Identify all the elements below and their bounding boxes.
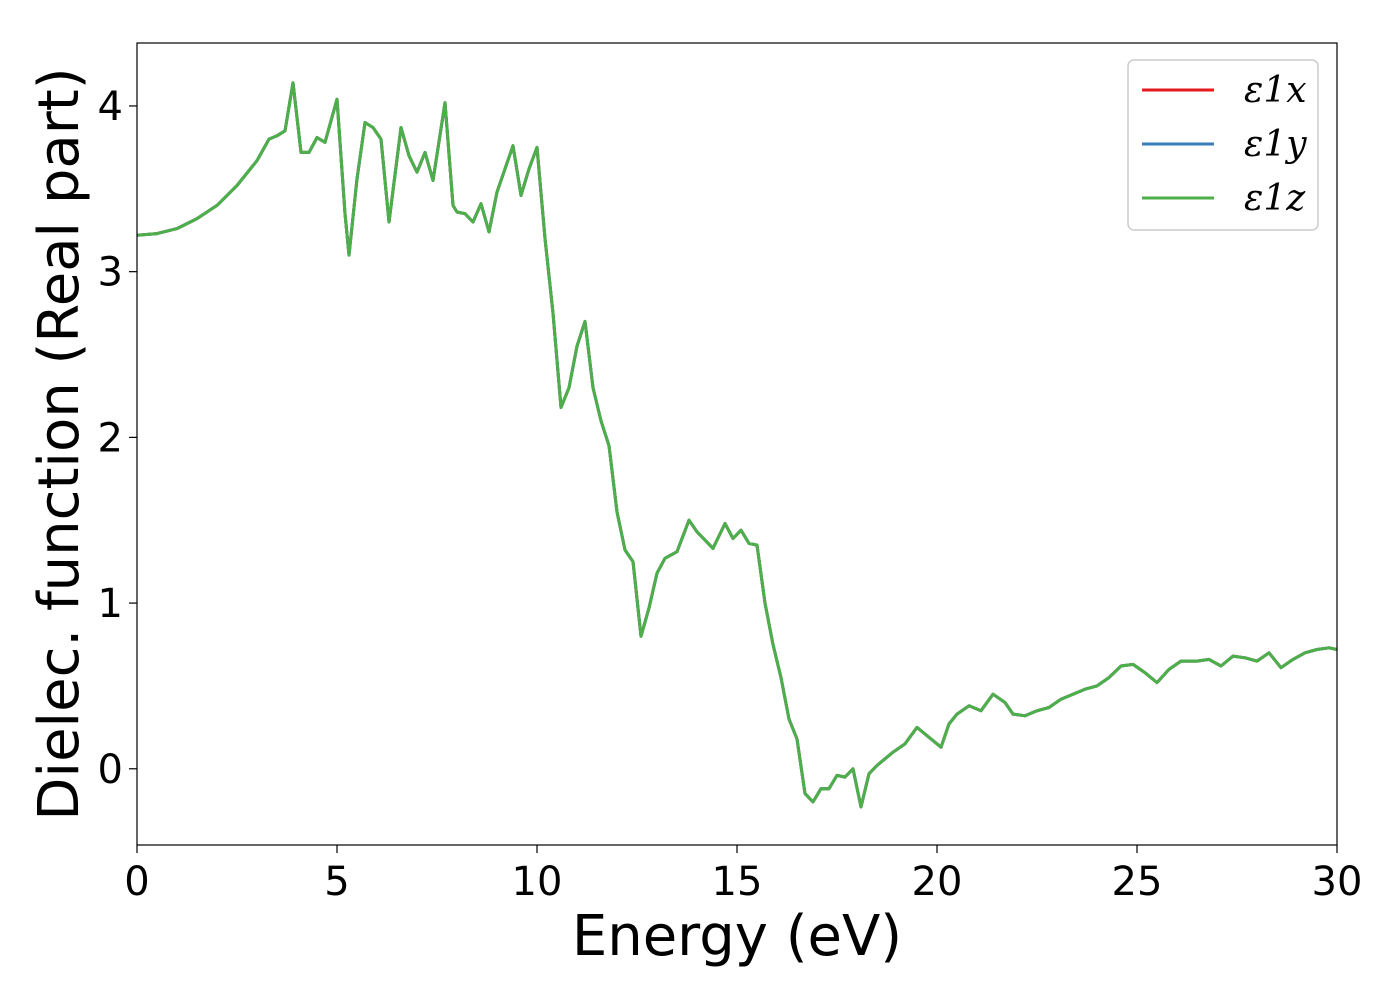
x-tick-label: 30 [1312,859,1363,905]
series-line-3 [137,81,1337,809]
x-tick-label: 25 [1112,859,1163,905]
y-tick-label: 2 [98,415,123,461]
y-tick-label: 1 [98,581,123,627]
x-tick-label: 20 [912,859,963,905]
y-axis: 0 1 2 3 4 [98,84,137,793]
legend-box [1127,59,1319,231]
y-axis-label: Dielec. function (Real part) [27,67,92,820]
x-tick-label: 15 [712,859,763,905]
y-tick-label: 4 [98,84,123,130]
x-axis: 0 5 10 15 20 25 30 [124,845,1362,905]
x-tick-label: 5 [324,859,349,905]
y-tick-label: 0 [98,747,123,793]
x-tick-label: 10 [512,859,563,905]
x-axis-label: Energy (eV) [572,904,902,969]
y-tick-label: 3 [98,250,123,296]
data-lines [137,81,1337,809]
legend-label: ε1x [1244,70,1307,111]
x-tick-label: 0 [124,859,149,905]
legend-label: ε1y [1244,124,1307,165]
legend-label: ε1z [1244,178,1306,219]
legend: ε1x ε1y ε1z [1127,59,1319,231]
